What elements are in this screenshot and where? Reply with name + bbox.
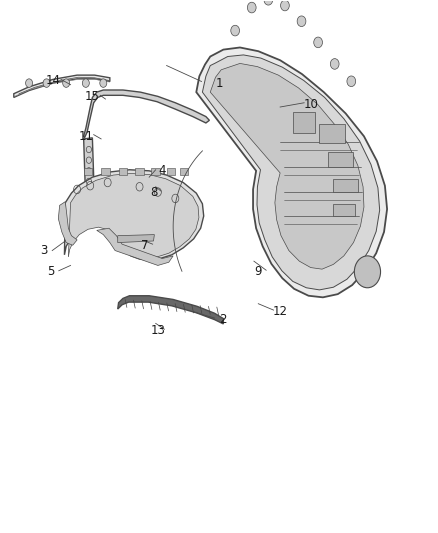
Circle shape — [100, 79, 107, 87]
Circle shape — [43, 79, 50, 87]
Polygon shape — [58, 201, 77, 245]
Circle shape — [247, 2, 256, 13]
Circle shape — [25, 79, 32, 87]
Text: 1: 1 — [215, 77, 223, 90]
Polygon shape — [84, 138, 95, 205]
Text: 10: 10 — [303, 98, 318, 111]
Circle shape — [347, 76, 356, 86]
Polygon shape — [97, 228, 173, 265]
Circle shape — [82, 79, 89, 87]
Circle shape — [314, 37, 322, 48]
Polygon shape — [135, 168, 144, 175]
Circle shape — [231, 25, 240, 36]
Polygon shape — [118, 235, 154, 243]
Text: 12: 12 — [272, 305, 288, 318]
Circle shape — [297, 16, 306, 27]
Polygon shape — [14, 75, 110, 98]
Polygon shape — [293, 112, 315, 133]
Text: 2: 2 — [219, 313, 227, 326]
Text: 11: 11 — [78, 130, 93, 143]
Text: 15: 15 — [85, 90, 100, 103]
Polygon shape — [333, 204, 355, 216]
Text: 13: 13 — [150, 324, 165, 337]
Polygon shape — [166, 168, 175, 175]
Polygon shape — [68, 173, 199, 258]
Polygon shape — [84, 168, 92, 175]
Text: 4: 4 — [159, 164, 166, 177]
Polygon shape — [202, 55, 380, 290]
Polygon shape — [118, 296, 223, 324]
Text: 3: 3 — [41, 244, 48, 257]
Circle shape — [281, 0, 289, 11]
Circle shape — [264, 0, 273, 5]
Polygon shape — [319, 124, 345, 143]
Polygon shape — [64, 169, 204, 260]
Polygon shape — [328, 152, 353, 166]
Polygon shape — [84, 90, 209, 138]
Polygon shape — [119, 168, 127, 175]
Polygon shape — [180, 168, 188, 175]
Polygon shape — [333, 179, 358, 192]
Text: 9: 9 — [254, 265, 262, 278]
Circle shape — [330, 59, 339, 69]
Text: 8: 8 — [150, 185, 157, 199]
Polygon shape — [101, 168, 110, 175]
Polygon shape — [210, 63, 364, 269]
Polygon shape — [151, 168, 160, 175]
Text: 14: 14 — [46, 74, 60, 87]
Text: 5: 5 — [47, 265, 55, 278]
Polygon shape — [196, 47, 387, 297]
Text: 7: 7 — [141, 239, 148, 252]
Circle shape — [63, 79, 70, 87]
Circle shape — [354, 256, 381, 288]
